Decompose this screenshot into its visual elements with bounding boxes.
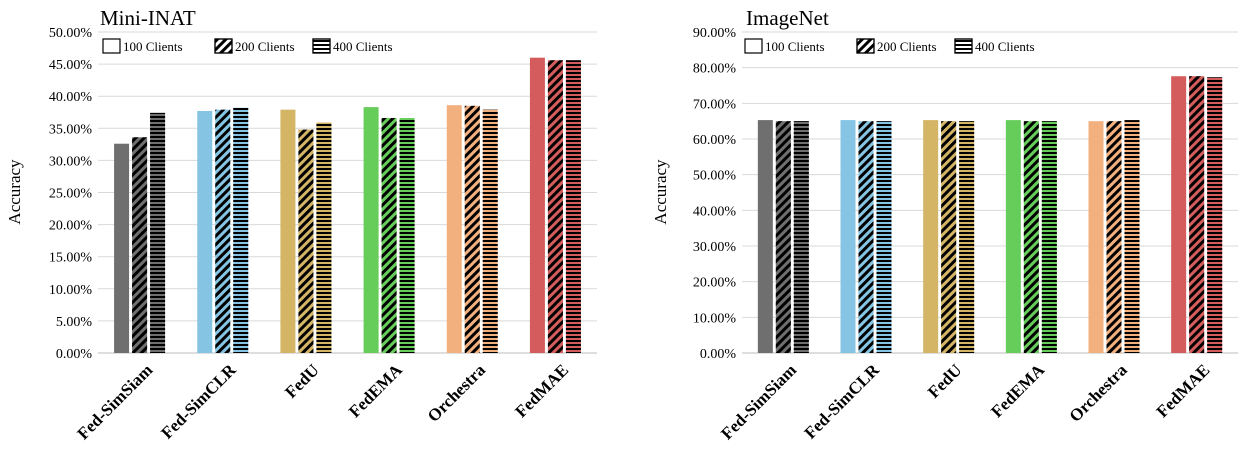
y-tick-label: 70.00% bbox=[693, 97, 737, 112]
bar bbox=[1005, 120, 1021, 353]
legend-swatch-pattern bbox=[954, 38, 973, 54]
bar-pattern bbox=[876, 121, 892, 354]
bar-pattern bbox=[132, 137, 148, 353]
bar bbox=[197, 110, 213, 353]
legend-label: 400 Clients bbox=[333, 39, 393, 54]
y-tick-label: 35.00% bbox=[49, 122, 93, 137]
bar-pattern bbox=[1124, 120, 1140, 353]
bar-pattern bbox=[775, 121, 791, 354]
bar-pattern bbox=[941, 121, 957, 354]
x-tick-label: Fed-SimCLR bbox=[801, 360, 884, 443]
bar-pattern bbox=[793, 121, 809, 354]
x-tick-label: Orchestra bbox=[1066, 360, 1132, 426]
chart-title: ImageNet bbox=[746, 6, 829, 30]
bar-pattern bbox=[547, 60, 563, 354]
y-tick-label: 0.00% bbox=[56, 347, 93, 362]
bar-pattern bbox=[482, 109, 498, 353]
legend-swatch bbox=[102, 38, 121, 54]
y-tick-label: 10.00% bbox=[693, 311, 737, 326]
y-tick-label: 10.00% bbox=[49, 283, 93, 298]
y-tick-label: 45.00% bbox=[49, 58, 93, 73]
chart-0: 0.00% 5.00% 10.00% 15.00% 20.00% 25.00% 30.00%… bbox=[5, 6, 597, 443]
bar-pattern bbox=[1207, 77, 1223, 354]
y-tick-label: 5.00% bbox=[56, 315, 93, 330]
y-tick-label: 90.00% bbox=[693, 26, 737, 41]
legend-label: 200 Clients bbox=[235, 39, 295, 54]
bar-pattern bbox=[1023, 121, 1039, 354]
bar bbox=[923, 120, 939, 353]
bar-pattern bbox=[858, 121, 874, 354]
y-tick-label: 20.00% bbox=[49, 219, 93, 234]
bar-pattern bbox=[565, 60, 581, 354]
bar-pattern bbox=[381, 118, 397, 353]
x-tick-label: FedU bbox=[281, 360, 322, 401]
chart-1: 0.00% 10.00% 20.00% 30.00% 40.00% 50.00% 60.00… bbox=[651, 6, 1238, 443]
bar-pattern bbox=[464, 105, 480, 353]
bar-pattern bbox=[399, 118, 415, 353]
y-tick-label: 50.00% bbox=[49, 26, 93, 41]
legend-label: 100 Clients bbox=[765, 39, 825, 54]
y-tick-label: 30.00% bbox=[693, 240, 737, 255]
bar bbox=[363, 107, 379, 353]
y-tick-label: 15.00% bbox=[49, 251, 93, 266]
bar bbox=[529, 57, 545, 354]
x-tick-label: FedEMA bbox=[345, 360, 406, 421]
bar bbox=[446, 105, 462, 353]
bar-pattern bbox=[959, 121, 975, 354]
bar bbox=[1088, 121, 1104, 354]
y-tick-label: 50.00% bbox=[693, 169, 737, 184]
x-tick-label: Fed-SimCLR bbox=[157, 360, 240, 443]
x-tick-label: Orchestra bbox=[424, 360, 490, 426]
legend-label: 200 Clients bbox=[877, 39, 937, 54]
legend-swatch-pattern bbox=[214, 38, 233, 54]
y-tick-label: 60.00% bbox=[693, 133, 737, 148]
bar-pattern bbox=[215, 109, 231, 353]
bar-pattern bbox=[150, 112, 166, 353]
legend-label: 400 Clients bbox=[975, 39, 1035, 54]
x-tick-label: Fed-SimSiam bbox=[74, 360, 157, 443]
legend-swatch-pattern bbox=[856, 38, 875, 54]
bar-pattern bbox=[1041, 121, 1057, 354]
y-axis-label: Accuracy bbox=[5, 159, 24, 225]
bar bbox=[114, 143, 130, 353]
y-axis-label: Accuracy bbox=[651, 159, 670, 225]
legend-label: 100 Clients bbox=[123, 39, 183, 54]
bar bbox=[1171, 76, 1187, 353]
bar-pattern bbox=[298, 129, 314, 353]
bar bbox=[280, 109, 296, 353]
x-tick-label: FedU bbox=[924, 360, 965, 401]
bar-pattern bbox=[1189, 76, 1205, 353]
bar-pattern bbox=[316, 122, 332, 353]
y-tick-label: 0.00% bbox=[700, 347, 737, 362]
x-tick-label: FedMAE bbox=[511, 360, 572, 421]
bar bbox=[757, 120, 773, 353]
chart-title: Mini-INAT bbox=[100, 6, 196, 30]
legend-swatch-pattern bbox=[312, 38, 331, 54]
y-tick-label: 30.00% bbox=[49, 154, 93, 169]
bar-pattern bbox=[1106, 121, 1122, 354]
y-tick-label: 25.00% bbox=[49, 187, 93, 202]
y-tick-label: 80.00% bbox=[693, 62, 737, 77]
x-tick-label: Fed-SimSiam bbox=[717, 360, 800, 443]
bar-pattern bbox=[233, 107, 249, 353]
x-tick-label: FedEMA bbox=[987, 360, 1048, 421]
y-tick-label: 40.00% bbox=[693, 204, 737, 219]
y-tick-label: 20.00% bbox=[693, 276, 737, 291]
y-tick-label: 40.00% bbox=[49, 90, 93, 105]
legend-swatch bbox=[744, 38, 763, 54]
x-tick-label: FedMAE bbox=[1153, 360, 1214, 421]
bar bbox=[840, 120, 856, 353]
